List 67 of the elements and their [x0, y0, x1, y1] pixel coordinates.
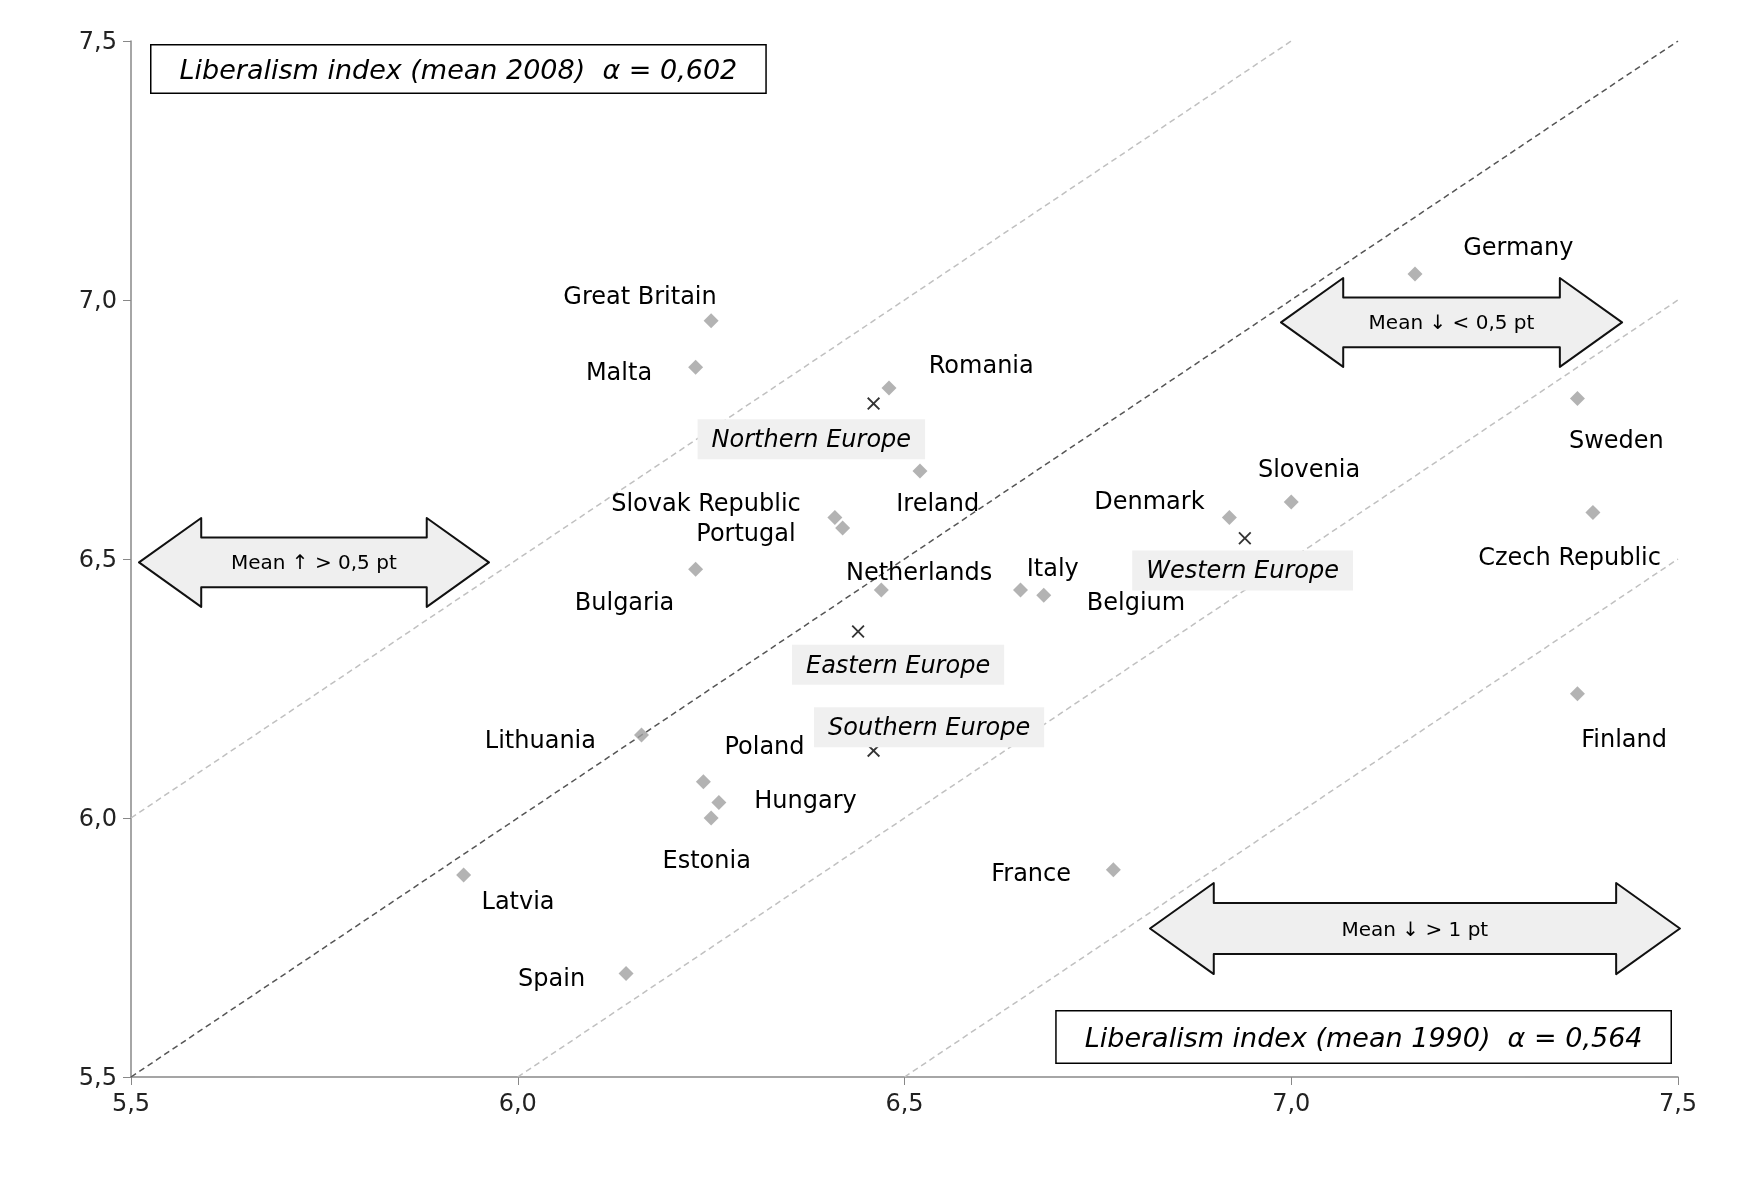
point [1569, 686, 1585, 702]
y-tick-label: 7,5 [78, 27, 117, 55]
point [1585, 504, 1601, 520]
annotation: Latvia [481, 886, 555, 915]
point [688, 359, 704, 375]
annotation: Ireland [896, 489, 980, 518]
point [1221, 510, 1237, 526]
x-tick-label: 6,5 [885, 1089, 924, 1117]
annotation: Estonia [662, 846, 751, 875]
point [835, 520, 851, 536]
point [912, 463, 928, 479]
annotation: Southern Europe [828, 713, 1031, 742]
point [873, 582, 889, 598]
y-tick-label: 6,5 [78, 545, 117, 573]
point [881, 380, 897, 396]
annotation: Malta [585, 357, 653, 386]
point [1036, 587, 1052, 603]
annotation: Hungary [754, 786, 857, 815]
y-tick-label: 5,5 [78, 1063, 117, 1091]
annotation: Western Europe [1146, 556, 1340, 585]
annotation: Netherlands [845, 558, 993, 587]
point [634, 727, 650, 743]
point [695, 774, 711, 790]
point [703, 810, 719, 826]
x-tick-label: 7,5 [1658, 1089, 1698, 1117]
x-tick-label: 7,0 [1272, 1089, 1311, 1117]
annotation: Czech Republic [1478, 542, 1661, 571]
annotation: Northern Europe [711, 425, 912, 454]
annotation: Slovenia [1257, 454, 1361, 483]
annotation: Italy [1026, 553, 1079, 582]
y-tick-label: 6,0 [78, 804, 117, 832]
point [1013, 582, 1029, 598]
annotation: Slovak Republic [611, 489, 801, 518]
point [1283, 494, 1299, 510]
annotation: Poland [724, 732, 805, 761]
annotation: Denmark [1094, 486, 1205, 515]
point [618, 965, 634, 981]
annotation: Bulgaria [574, 587, 675, 616]
annotation: Spain [518, 963, 586, 992]
point [1105, 862, 1121, 878]
annotation: Mean ↓ < 0,5 pt [1368, 310, 1535, 335]
x-tick-label: 5,5 [111, 1089, 151, 1117]
point [827, 510, 843, 526]
annotation: Great Britain [563, 282, 717, 311]
annotation: Mean ↓ > 1 pt [1341, 916, 1489, 941]
annotation: Finland [1581, 725, 1667, 754]
point [867, 397, 881, 411]
point [1407, 266, 1423, 282]
annotation: Belgium [1086, 587, 1186, 616]
annotation: Germany [1463, 233, 1574, 262]
y-axis-title: Liberalism index (mean 2008) α = 0,602 [179, 53, 738, 85]
annotation: Eastern Europe [805, 650, 991, 679]
annotation: Sweden [1568, 425, 1664, 454]
point [688, 561, 704, 577]
point [1569, 390, 1585, 406]
annotation: Portugal [696, 519, 796, 548]
annotation: Romania [928, 350, 1034, 379]
point [456, 867, 472, 883]
annotation: France [991, 859, 1072, 888]
point [703, 313, 719, 329]
annotation: Lithuania [484, 725, 596, 754]
y-tick-label: 7,0 [78, 286, 117, 314]
annotation: Mean ↑ > 0,5 pt [230, 550, 397, 575]
point [1238, 531, 1252, 545]
x-tick-label: 6,0 [498, 1089, 537, 1117]
x-axis-title: Liberalism index (mean 1990) α = 0,564 [1084, 1021, 1643, 1053]
point [711, 794, 727, 810]
